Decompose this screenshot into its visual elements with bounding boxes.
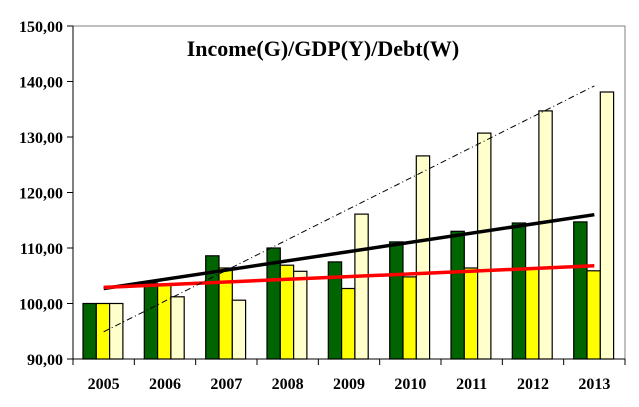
bar-debt-w-2010 — [415, 155, 431, 360]
x-axis-ticks: 2005 2006 2007 2008 2009 2010 2011 2012 2013 — [72, 359, 626, 393]
bar-debt-w-2008 — [293, 270, 308, 360]
bar-debt-w-2011 — [477, 132, 492, 360]
x-tick-label: 2011 — [456, 376, 487, 393]
bar-debt-w-2007 — [231, 299, 247, 360]
bar-debt-w-2005 — [108, 302, 124, 360]
bar-gdp-y-2011 — [463, 267, 479, 360]
chart-title: Income(G)/GDP(Y)/Debt(W) — [187, 36, 460, 61]
x-tick-label: 2012 — [517, 376, 549, 393]
trendline-gdp-trend — [103, 264, 595, 290]
y-tick-label: 100,00 — [19, 297, 63, 314]
bar-income-g-2012 — [511, 222, 527, 360]
bar-income-g-2005 — [82, 302, 97, 360]
bar-gdp-y-2012 — [524, 268, 540, 360]
bar-debt-w-2006 — [170, 296, 185, 360]
bar-debt-w-2013 — [599, 91, 615, 360]
bar-gdp-y-2010 — [402, 276, 417, 360]
bar-gdp-y-2006 — [157, 283, 172, 360]
x-tick-label: 2005 — [88, 376, 120, 393]
trendlines-group — [103, 85, 595, 333]
bar-gdp-y-2009 — [341, 287, 356, 360]
bar-gdp-y-2005 — [95, 302, 111, 360]
bar-income-g-2010 — [389, 241, 404, 360]
bar-debt-w-2009 — [354, 213, 369, 360]
x-tick-label: 2013 — [578, 376, 610, 393]
y-axis-ticks: 90,00 100,00 110,00 120,00 130,00 140,00 150,0… — [19, 19, 73, 369]
y-tick-label: 110,00 — [20, 241, 63, 258]
x-tick-label: 2009 — [333, 376, 365, 393]
y-tick-label: 150,00 — [19, 19, 63, 36]
y-tick-label: 90,00 — [27, 352, 63, 369]
x-tick-label: 2007 — [210, 376, 242, 393]
bar-gdp-y-2013 — [586, 270, 601, 360]
trendline-income-trend — [103, 212, 595, 291]
bar-income-g-2011 — [450, 230, 465, 360]
y-tick-label: 140,00 — [19, 75, 63, 92]
y-tick-label: 120,00 — [19, 186, 63, 203]
trendline-debt-trend — [103, 85, 595, 333]
bar-income-g-2013 — [573, 221, 588, 360]
x-tick-label: 2010 — [394, 376, 426, 393]
x-tick-label: 2006 — [149, 376, 181, 393]
bar-income-g-2006 — [143, 282, 159, 360]
x-tick-label: 2008 — [272, 376, 304, 393]
bar-debt-w-2012 — [538, 110, 553, 360]
y-tick-label: 130,00 — [19, 130, 63, 147]
